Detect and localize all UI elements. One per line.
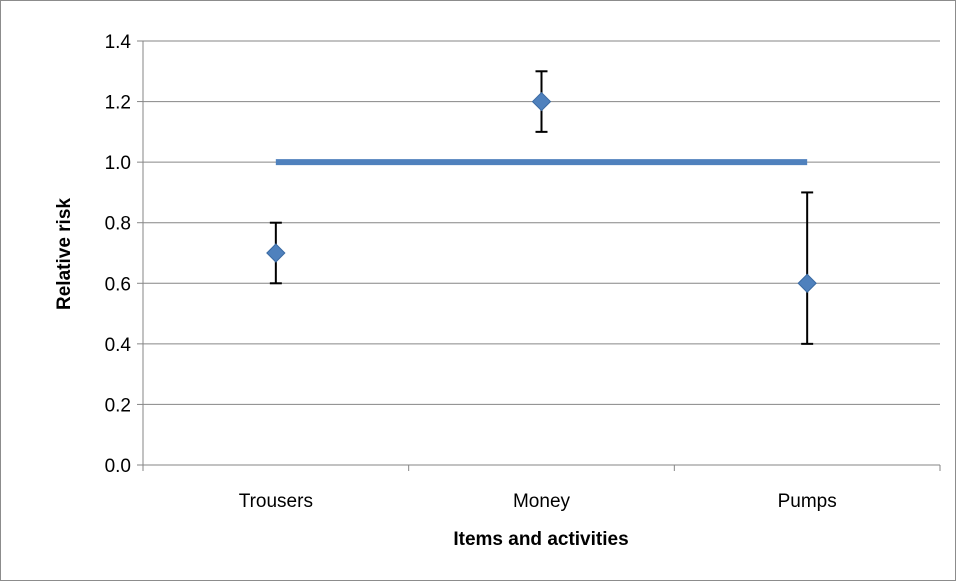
y-tick-label: 1.2: [105, 93, 131, 114]
x-tick-label: Money: [513, 491, 571, 512]
x-tick-labels: Trousers Money Pumps: [239, 491, 837, 512]
y-tick-label: 0.6: [105, 274, 131, 295]
x-tick-label: Trousers: [239, 491, 313, 512]
x-tick-label: Pumps: [778, 491, 837, 512]
data-point-diamond: [266, 243, 286, 263]
axes: [137, 40, 941, 471]
data-point-diamond: [531, 91, 552, 112]
y-tick-label: 0.2: [105, 395, 131, 416]
data-point-diamond: [797, 273, 817, 293]
y-tick-labels: 0.0 0.2 0.4 0.6 0.8 1.0 1.2 1.4: [105, 32, 132, 477]
y-tick-label: 0.4: [105, 335, 132, 356]
markers: [266, 91, 817, 293]
error-bars: [269, 70, 814, 345]
x-axis-title: Items and activities: [453, 529, 628, 550]
y-tick-label: 1.4: [105, 32, 132, 53]
y-tick-label: 1.0: [105, 153, 131, 174]
y-axis-title: Relative risk: [54, 198, 75, 310]
y-tick-label: 0.0: [105, 456, 131, 477]
y-tick-label: 0.8: [105, 214, 131, 235]
